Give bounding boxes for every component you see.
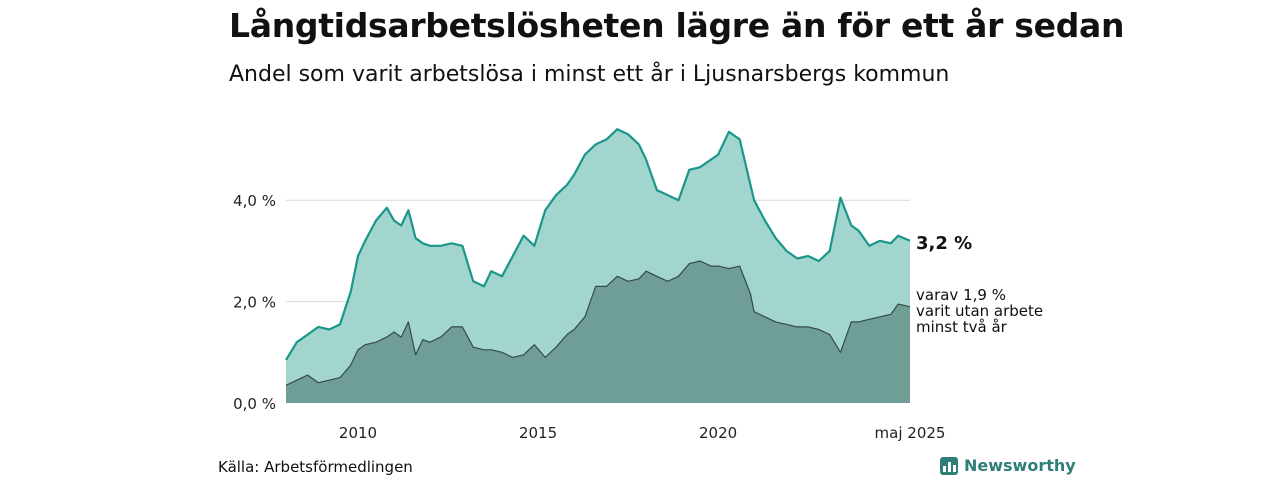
- line-layer: [285, 128, 911, 386]
- x-tick-label: 2015: [519, 424, 557, 442]
- newsworthy-icon: [940, 456, 958, 475]
- sub-area: [286, 261, 910, 403]
- x-axis: 2010 2015 2020 maj 2025: [339, 424, 946, 442]
- x-tick-label: maj 2025: [875, 424, 946, 442]
- x-tick-label: 2010: [339, 424, 377, 442]
- sub-end-label-line: minst två år: [916, 318, 1008, 336]
- y-tick-label: 4,0 %: [233, 192, 276, 210]
- source-note: Källa: Arbetsförmedlingen: [218, 458, 413, 476]
- y-axis: 0,0 % 2,0 % 4,0 %: [233, 192, 276, 413]
- sub-end-label-line: varit utan arbete: [916, 302, 1043, 320]
- y-tick-label: 2,0 %: [233, 294, 276, 312]
- area-layer: [286, 129, 910, 403]
- x-tick-label: 2020: [699, 424, 737, 442]
- sub-end-label-line: varav 1,9 %: [916, 286, 1006, 304]
- total-line: [285, 128, 911, 361]
- sub-line: [285, 260, 911, 386]
- brand-name: Newsworthy: [964, 456, 1076, 475]
- y-tick-label: 0,0 %: [233, 395, 276, 413]
- total-end-label: 3,2 %: [916, 233, 972, 254]
- chart-title: Långtidsarbetslösheten lägre än för ett …: [229, 6, 1125, 45]
- chart-subtitle: Andel som varit arbetslösa i minst ett å…: [229, 62, 950, 87]
- brand-logo: Newsworthy: [940, 456, 1076, 475]
